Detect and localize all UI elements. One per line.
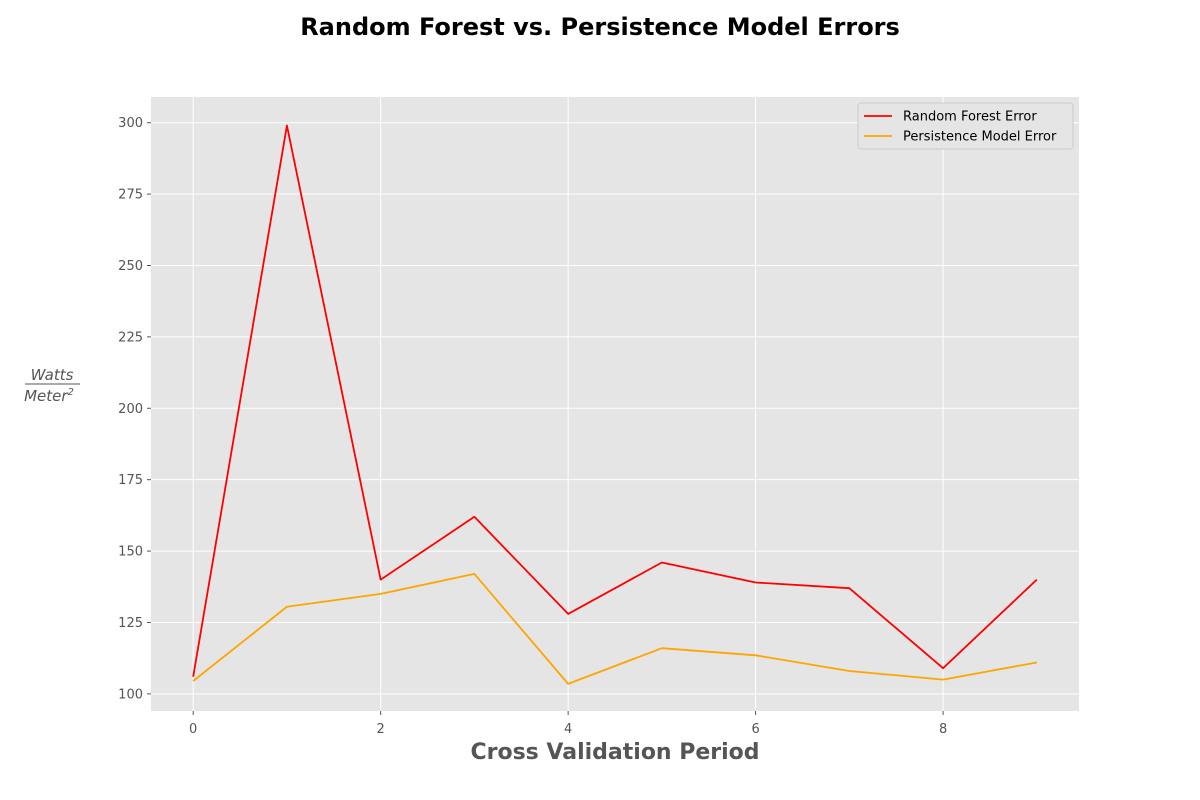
legend: Random Forest Error Persistence Model Err…: [857, 102, 1074, 150]
legend-box: [857, 102, 1074, 150]
y-axis-ticks: 100 125 150 175 200 225 250 275 300: [118, 116, 151, 702]
y-axis-label-denominator-group: Meter2: [24, 387, 74, 405]
x-tick-label: 6: [751, 722, 759, 737]
y-tick-label: 125: [118, 616, 143, 631]
y-tick-label: 275: [118, 188, 143, 203]
legend-label-1: Random Forest Error: [903, 110, 1037, 125]
x-tick-label: 2: [377, 722, 385, 737]
y-axis-label-denominator: Meter: [24, 387, 68, 405]
chart-title: Random Forest vs. Persistence Model Erro…: [300, 13, 900, 41]
x-axis-label: Cross Validation Period: [470, 740, 759, 765]
series-group: [192, 124, 1038, 685]
y-tick-label: 225: [118, 330, 143, 345]
x-tick-label: 8: [939, 722, 947, 737]
series-line-1: [192, 124, 1038, 677]
legend-items: Random Forest Error Persistence Model Err…: [864, 110, 1057, 145]
y-tick-label: 100: [118, 687, 143, 702]
plot-area: [151, 97, 1079, 711]
y-tick-label: 150: [118, 545, 143, 560]
y-tick-label: 200: [118, 402, 143, 417]
y-axis-label-numerator: Watts: [31, 366, 74, 384]
legend-label-2: Persistence Model Error: [903, 130, 1057, 145]
y-tick-label: 300: [118, 116, 143, 131]
y-tick-label: 250: [118, 259, 143, 274]
x-tick-label: 4: [564, 722, 572, 737]
series-line-2: [192, 573, 1037, 685]
y-axis-label: Watts Meter2: [24, 366, 80, 405]
x-tick-label: 0: [189, 722, 197, 737]
y-axis-label-superscript: 2: [68, 387, 74, 398]
y-tick-label: 175: [118, 473, 143, 488]
x-axis-ticks: 0 2 4 6 8: [189, 711, 947, 737]
